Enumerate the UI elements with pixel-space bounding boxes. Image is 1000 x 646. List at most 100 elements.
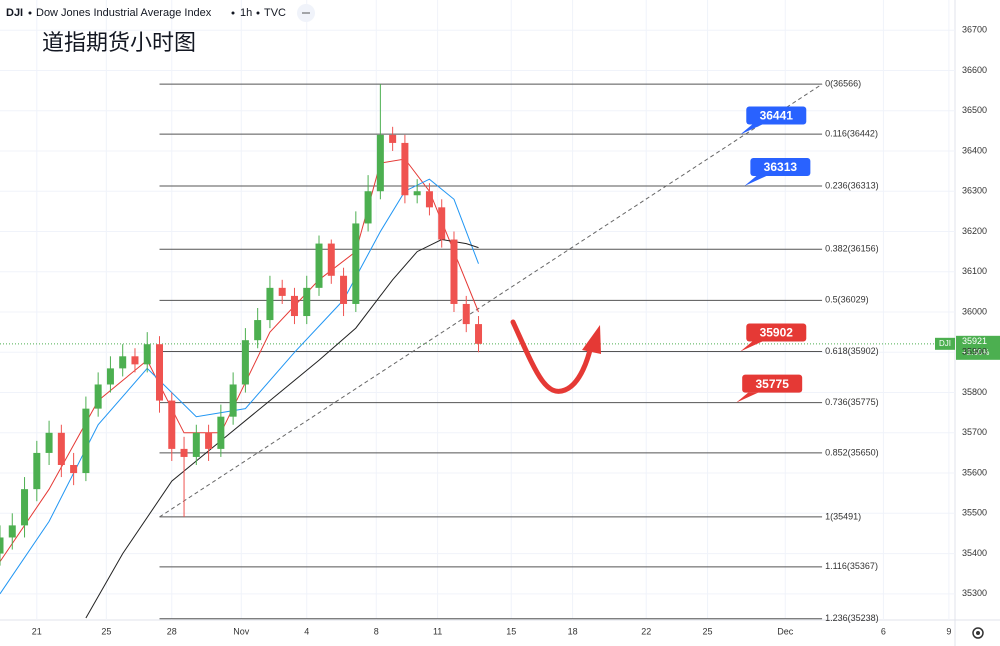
x-tick-label: 11: [433, 626, 442, 636]
fib-label: 1(35491): [825, 511, 861, 521]
candle-body: [241, 340, 249, 385]
x-tick-label: 8: [374, 626, 379, 636]
fib-label: 0.736(35775): [825, 397, 879, 407]
separator: [231, 11, 235, 15]
chart-title: 道指期货小时图: [42, 30, 196, 55]
x-tick-label: Nov: [233, 626, 250, 636]
candle-body: [340, 275, 348, 304]
separator: [28, 11, 32, 15]
symbol-tag: [935, 337, 955, 350]
candle-body: [475, 324, 483, 344]
candle-body: [45, 432, 53, 453]
forecast-arrowhead: [582, 325, 601, 354]
y-tick-label: 35300: [962, 588, 987, 598]
candle-body: [192, 432, 200, 457]
forecast-arrow: [510, 319, 595, 394]
candle-body: [119, 356, 127, 369]
overlay: 36441 36313 35902 35775 DJI 35921 +1.50%: [736, 106, 1000, 403]
x-tick-label: 25: [703, 626, 713, 636]
x-tick-label: 18: [568, 626, 578, 636]
y-tick-label: 35900: [962, 347, 987, 357]
y-tick-label: 36500: [962, 105, 987, 115]
settings-icon[interactable]: [972, 627, 984, 639]
x-tick-label: Dec: [777, 626, 794, 636]
callout-label: 36313: [764, 160, 798, 174]
fib-label: 0(36566): [825, 79, 861, 89]
candle-body: [389, 134, 397, 143]
symbol: DJI: [6, 7, 23, 19]
price-tag-change: +1.50%: [962, 348, 989, 357]
fib-label: 0.236(36313): [825, 180, 879, 190]
y-tick-label: 35400: [962, 548, 987, 558]
candle-body: [205, 432, 213, 449]
callout-box: [742, 374, 803, 393]
x-tick-label: 4: [304, 626, 309, 636]
fib-label: 0.116(36442): [825, 128, 878, 138]
candle-body: [131, 356, 139, 365]
candle-body: [94, 384, 102, 409]
y-tick-label: 35800: [962, 387, 987, 397]
separator: [256, 11, 260, 15]
candle-body: [82, 408, 90, 474]
x-tick-label: 6: [881, 626, 886, 636]
fib-label: 1.236(35238): [825, 613, 879, 623]
callout-tail: [740, 341, 763, 352]
candle-body: [70, 465, 78, 474]
price-tag: [956, 335, 1000, 360]
candle-body: [462, 303, 470, 325]
callout-box: [746, 106, 807, 125]
y-tick-label: 36200: [962, 226, 987, 236]
fib-label: 1.116(35367): [825, 561, 878, 571]
candle-body: [364, 191, 372, 224]
y-tick-label: 35700: [962, 427, 987, 437]
callout-label: 35775: [756, 377, 790, 391]
callout-tail: [736, 392, 759, 403]
candle-body: [376, 134, 384, 192]
candle-body: [180, 448, 188, 457]
candles: [0, 84, 483, 566]
candle-body: [156, 344, 164, 401]
candle-body: [327, 243, 335, 276]
candle-body: [229, 384, 237, 417]
moving-average: [85, 238, 479, 619]
candle-body: [33, 452, 41, 490]
moving-average: [0, 178, 479, 595]
candle-body: [290, 295, 298, 317]
candle-body: [278, 287, 286, 296]
y-tick-label: 36000: [962, 306, 987, 316]
candle-body: [315, 243, 323, 288]
candle-body: [168, 400, 176, 449]
candle-body: [401, 142, 409, 196]
price-tag-value: 35921: [962, 336, 987, 346]
gear-center: [976, 631, 980, 635]
x-tick-label: 9: [946, 626, 951, 636]
header: DJI Dow Jones Industrial Average Index 1…: [6, 4, 315, 55]
callout-tail: [744, 176, 767, 186]
x-tick-label: 15: [506, 626, 516, 636]
candle-body: [352, 223, 360, 304]
callout-label: 35902: [760, 326, 794, 340]
candle-body: [21, 489, 29, 526]
y-tick-label: 35500: [962, 508, 987, 518]
symbol-name: Dow Jones Industrial Average Index: [36, 7, 212, 19]
candle-body: [254, 320, 262, 341]
x-tick-label: 21: [32, 626, 42, 636]
y-tick-label: 36100: [962, 266, 987, 276]
candle-body: [413, 191, 421, 196]
fib-label: 0.852(35650): [825, 447, 879, 457]
fib-label: 0.382(36156): [825, 244, 879, 254]
candle-body: [438, 207, 446, 240]
candle-body: [8, 525, 16, 538]
fib-label: 0.618(35902): [825, 346, 879, 356]
candle-body: [57, 432, 65, 465]
candle-body: [217, 416, 225, 449]
y-tick-label: 36700: [962, 25, 987, 35]
source: TVC: [264, 7, 286, 19]
candle-body: [0, 537, 4, 554]
candle-body: [106, 368, 114, 385]
callout-tail: [740, 124, 763, 135]
callout-box: [746, 323, 807, 342]
y-tick-label: 36600: [962, 65, 987, 75]
